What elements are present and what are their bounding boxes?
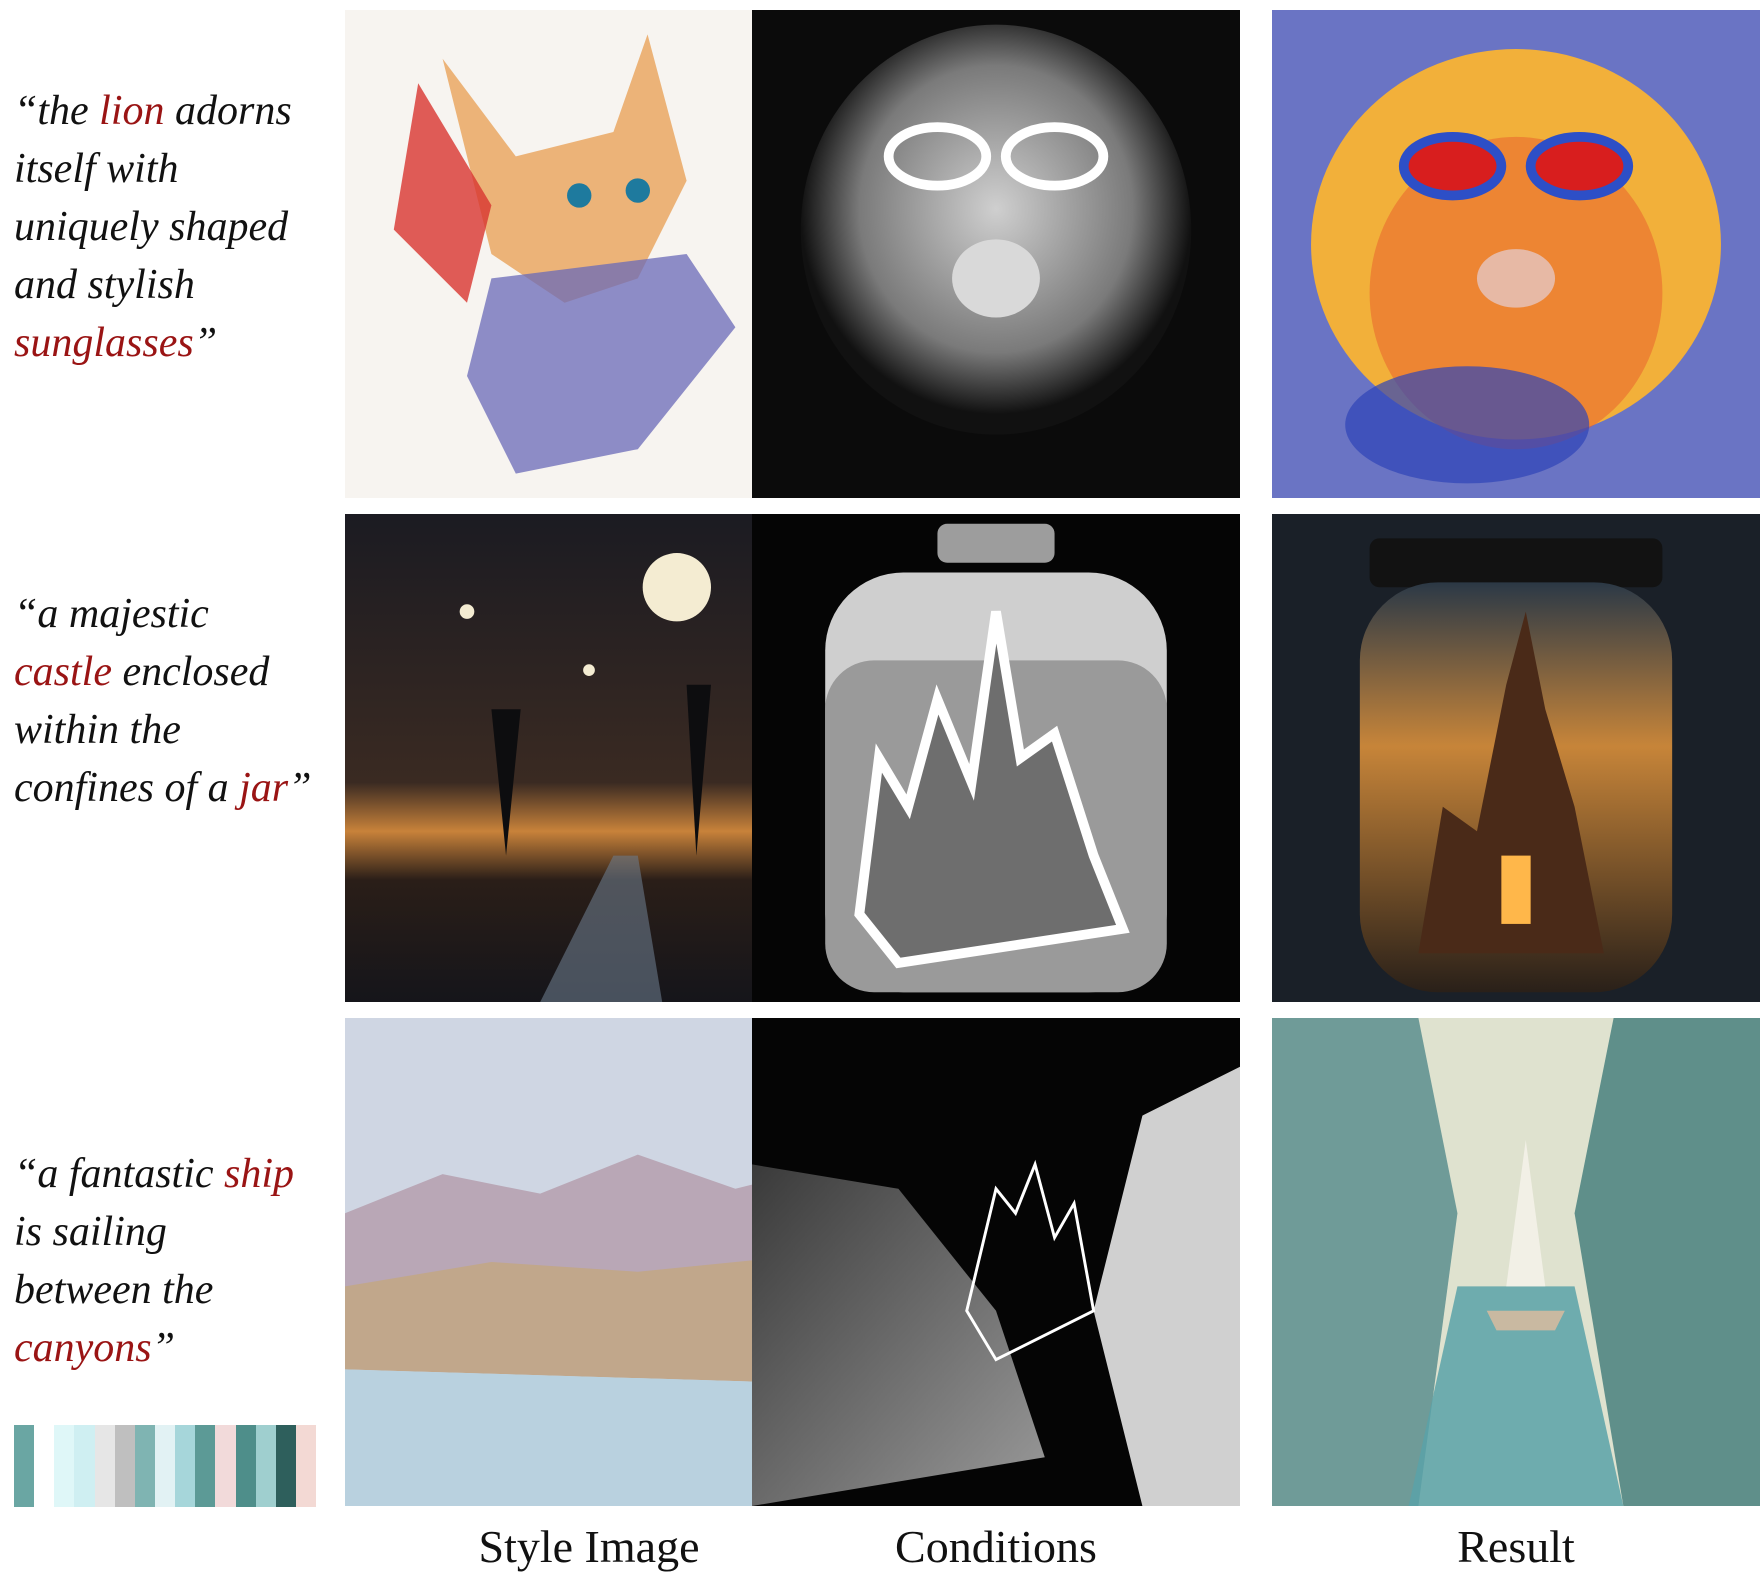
column-label-conditions: Conditions (895, 1521, 1097, 1572)
result-ship-between-canyons (1272, 1018, 1760, 1506)
prompt-highlight-word: canyons (14, 1325, 152, 1371)
column-label-result: Result (1457, 1521, 1575, 1572)
palette-swatch (74, 1425, 95, 1507)
prompt-highlight-word: jar (239, 765, 289, 811)
result-lion-sunglasses (1272, 10, 1760, 498)
palette-swatch (94, 1425, 115, 1507)
result-castle-in-jar (1272, 514, 1760, 1002)
palette-swatch (235, 1425, 256, 1507)
prompt-text: “a majestic (14, 591, 209, 637)
palette-swatch (54, 1425, 75, 1507)
prompt-text: “a fantastic (14, 1151, 225, 1197)
palette-swatch (175, 1425, 196, 1507)
palette-swatch (154, 1425, 176, 1507)
palette-swatch (255, 1425, 276, 1507)
palette-swatch (134, 1425, 155, 1507)
color-palette-strip (14, 1425, 317, 1507)
condition-depth-lion (752, 10, 1240, 498)
palette-swatch (14, 1425, 35, 1507)
style-image-coastal-cliffs (345, 1018, 833, 1506)
palette-swatch (34, 1425, 55, 1507)
prompt-castle-jar: “a majestic castle enclosed within the c… (14, 585, 314, 817)
palette-swatch (215, 1425, 236, 1507)
prompt-text: enclosed within the confines of a (14, 649, 270, 811)
prompt-text: “the (14, 88, 100, 134)
prompt-highlight-word: castle (14, 649, 112, 695)
prompt-text: ” (288, 765, 312, 811)
prompt-text: adorns itself with uniquely shaped and s… (14, 88, 292, 308)
prompt-ship-canyons: “a fantastic ship is sailing between the… (14, 1145, 314, 1377)
prompt-lion-sunglasses: “the lion adorns itself with uniquely sh… (14, 82, 314, 372)
prompt-highlight-word: ship (224, 1151, 295, 1197)
palette-swatch (195, 1425, 216, 1507)
palette-swatch (295, 1425, 317, 1507)
condition-depth-canyon-ship-edges (752, 1018, 1240, 1506)
prompt-text: ” (151, 1325, 175, 1371)
condition-depth-jar-castle (752, 514, 1240, 1002)
style-image-night-river (345, 514, 833, 1002)
prompt-text: is sailing between the (14, 1209, 214, 1313)
prompt-text: ” (193, 320, 218, 366)
palette-swatch (275, 1425, 296, 1507)
prompt-highlight-word: sunglasses (14, 320, 194, 366)
prompt-highlight-word: lion (99, 88, 165, 134)
column-label-style-image: Style Image (478, 1521, 700, 1572)
style-image-watercolor-cat (345, 10, 833, 498)
palette-swatch (114, 1425, 135, 1507)
